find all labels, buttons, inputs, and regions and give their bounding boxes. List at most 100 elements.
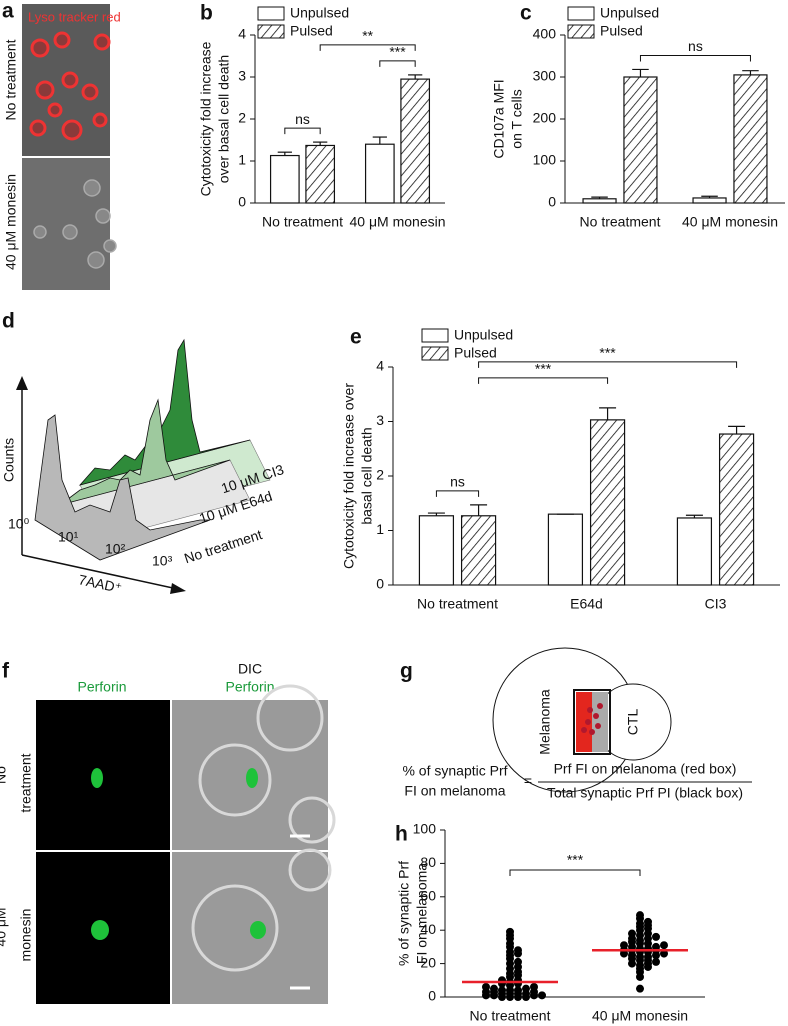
x-tick-label: E64d: [570, 596, 603, 612]
shape: [256, 684, 324, 752]
legend-swatch: [257, 24, 285, 39]
row-label: No treatment: [3, 39, 19, 120]
panel-letter: e: [350, 326, 362, 349]
y-axis-label: basal cell death: [359, 427, 375, 524]
panel-letter: d: [2, 310, 15, 333]
significance-label: ***: [535, 361, 552, 377]
panel-d: d Counts 7AAD⁺ 10⁰ 10¹ 10² 10³ 10 μM CI3…: [1, 310, 286, 597]
legend-swatch: [567, 24, 595, 39]
shape: [83, 179, 101, 197]
tick-label: 10¹: [58, 529, 79, 545]
tick-label: 10³: [152, 553, 173, 569]
column-label: DIC: [238, 661, 262, 677]
legend-swatch: [257, 6, 285, 21]
arrow-head: [16, 376, 28, 390]
x-tick-label: No treatment: [417, 596, 498, 612]
legend-label: Pulsed: [454, 345, 497, 361]
shape: [47, 102, 63, 118]
cell-label: CTL: [625, 709, 641, 736]
panel-letter: c: [520, 2, 532, 25]
shape: [597, 703, 603, 709]
significance-bracket: [478, 377, 609, 384]
significance-bracket: [379, 60, 416, 67]
cells: [29, 31, 111, 141]
panel-g: g Melanoma CTL % of synaptic Prf FI on m…: [400, 647, 752, 801]
perforin-granules: [581, 703, 603, 735]
data-point: [490, 984, 498, 993]
shape: [587, 707, 593, 713]
y-tick-label: 200: [533, 110, 557, 126]
legend-label: Pulsed: [600, 23, 643, 39]
data-point: [652, 932, 660, 941]
shape: [589, 729, 595, 735]
data-point: [538, 991, 546, 1000]
significance-bracket: [284, 127, 321, 135]
y-axis-label: % of synaptic Prf: [396, 861, 412, 966]
y-axis-label: FI on melanoma: [414, 863, 430, 964]
histogram-trace: [59, 398, 231, 506]
y-tick-label: 1: [238, 152, 246, 168]
box-outline: [573, 689, 611, 755]
data-point: [636, 911, 644, 920]
y-tick-label: 0: [428, 988, 436, 1004]
significance-label: ns: [688, 38, 703, 54]
significance-label: ***: [599, 345, 616, 361]
row-label: 40 μM: [0, 907, 9, 946]
data-point: [660, 941, 668, 950]
y-tick-label: 0: [238, 194, 246, 210]
data-point: [644, 917, 652, 926]
x-tick-label: No treatment: [262, 214, 343, 230]
shape: [61, 71, 79, 89]
y-tick-label: 400: [533, 26, 557, 42]
data-point: [660, 949, 668, 958]
y-tick-label: 2: [376, 467, 384, 483]
y-tick-label: 300: [533, 68, 557, 84]
row-label: 40 μM monesin: [3, 174, 19, 270]
y-tick-label: 3: [376, 412, 384, 428]
y-axis-label: Cytotoxicity fold increase: [198, 41, 214, 196]
shape: [61, 119, 83, 141]
legend-swatch: [567, 6, 595, 21]
significance-label: ***: [389, 44, 406, 60]
significance-bracket: [319, 44, 416, 51]
shape: [92, 112, 108, 128]
perforin-signal: [91, 768, 266, 940]
shape: [29, 119, 47, 137]
bar: [305, 144, 336, 204]
legend-label: Unpulsed: [290, 5, 349, 21]
bar: [733, 74, 768, 204]
x-tick-label: No treatment: [470, 1008, 551, 1024]
y-axis-label: CD107a MFI: [491, 79, 507, 158]
shape: [581, 727, 587, 733]
bar: [589, 419, 626, 586]
image-title: Lyso tracker red: [28, 9, 121, 24]
arrow-head: [170, 583, 186, 594]
axis-label: Counts: [1, 438, 17, 482]
shape: [91, 920, 109, 940]
equation-lhs: % of synaptic Prf: [402, 763, 507, 779]
red-box: [576, 692, 592, 752]
equation-lhs: FI on melanoma: [404, 783, 505, 799]
panel-f: f Perforin DIC Perforin No treatment 40 …: [0, 660, 336, 1004]
legend-label: Unpulsed: [600, 5, 659, 21]
bar: [547, 513, 584, 586]
data-point: [620, 941, 628, 950]
bar: [460, 515, 497, 586]
data-point: [482, 982, 490, 991]
row-label: treatment: [18, 753, 34, 812]
significance-label: ns: [295, 111, 310, 127]
cells: [191, 684, 336, 972]
legend-label: Pulsed: [290, 23, 333, 39]
data-point: [514, 957, 522, 966]
x-tick-label: CI3: [705, 596, 727, 612]
shape: [93, 33, 111, 51]
bar: [269, 154, 300, 204]
equals: =: [524, 773, 532, 789]
y-tick-label: 4: [238, 26, 246, 42]
significance-bracket: [509, 869, 641, 876]
x-tick-label: No treatment: [580, 214, 661, 230]
shape: [246, 768, 258, 788]
micrograph: [22, 158, 110, 290]
data-point: [636, 984, 644, 993]
data-point: [628, 929, 636, 938]
